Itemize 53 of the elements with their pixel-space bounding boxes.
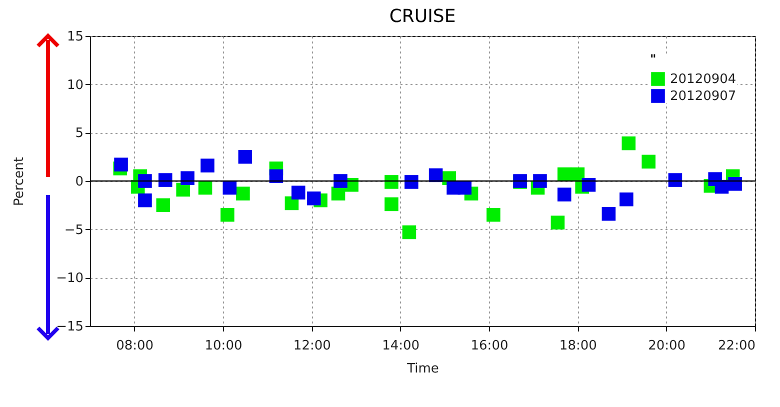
point — [220, 208, 234, 222]
point — [291, 186, 306, 200]
x-tick-label: 22:00 — [718, 338, 756, 354]
point — [458, 180, 472, 195]
legend-label: 20120904 — [670, 72, 736, 87]
y-tick-label: −10 — [56, 271, 84, 286]
point — [114, 158, 128, 172]
x-axis-title: Time — [406, 362, 439, 376]
point — [236, 186, 250, 200]
chart-title: CRUISE — [389, 6, 456, 27]
point — [198, 180, 212, 195]
x-tick-label: 12:00 — [293, 338, 331, 354]
y-tick-label: 15 — [66, 30, 84, 44]
point — [550, 216, 565, 230]
point — [384, 197, 398, 212]
point — [158, 173, 172, 187]
x-tick-label: 14:00 — [382, 338, 420, 354]
point — [533, 174, 547, 188]
point — [557, 188, 572, 202]
x-tick-label: 10:00 — [204, 338, 242, 354]
point — [668, 173, 682, 187]
x-tick-label: 08:00 — [116, 338, 154, 354]
legend-label: 20120907 — [670, 89, 736, 104]
y-tick-label: 5 — [75, 126, 84, 142]
point — [238, 150, 252, 164]
point — [642, 154, 656, 169]
y-tick-label: 0 — [75, 174, 84, 190]
y-tick-label: −5 — [64, 222, 84, 238]
point — [557, 167, 572, 182]
point — [180, 171, 194, 185]
point — [402, 225, 416, 240]
point — [622, 136, 636, 150]
point — [582, 178, 596, 192]
point — [384, 175, 398, 189]
point — [334, 174, 348, 188]
point — [728, 177, 742, 191]
x-tick-label: 18:00 — [559, 338, 597, 354]
point — [222, 180, 237, 195]
point — [138, 193, 152, 208]
point — [404, 175, 418, 189]
x-tick-label: 20:00 — [648, 338, 686, 354]
point — [620, 192, 634, 206]
y-tick-label: 10 — [66, 78, 84, 93]
point — [306, 192, 321, 206]
x-tick-label: 16:00 — [470, 338, 508, 354]
point — [602, 206, 616, 221]
legend-title: " — [650, 52, 656, 66]
y-tick-label: −15 — [56, 320, 84, 334]
y-axis-title: Percent — [12, 157, 28, 206]
point — [138, 174, 152, 188]
point — [486, 208, 500, 222]
point — [200, 158, 214, 172]
point — [156, 198, 170, 212]
